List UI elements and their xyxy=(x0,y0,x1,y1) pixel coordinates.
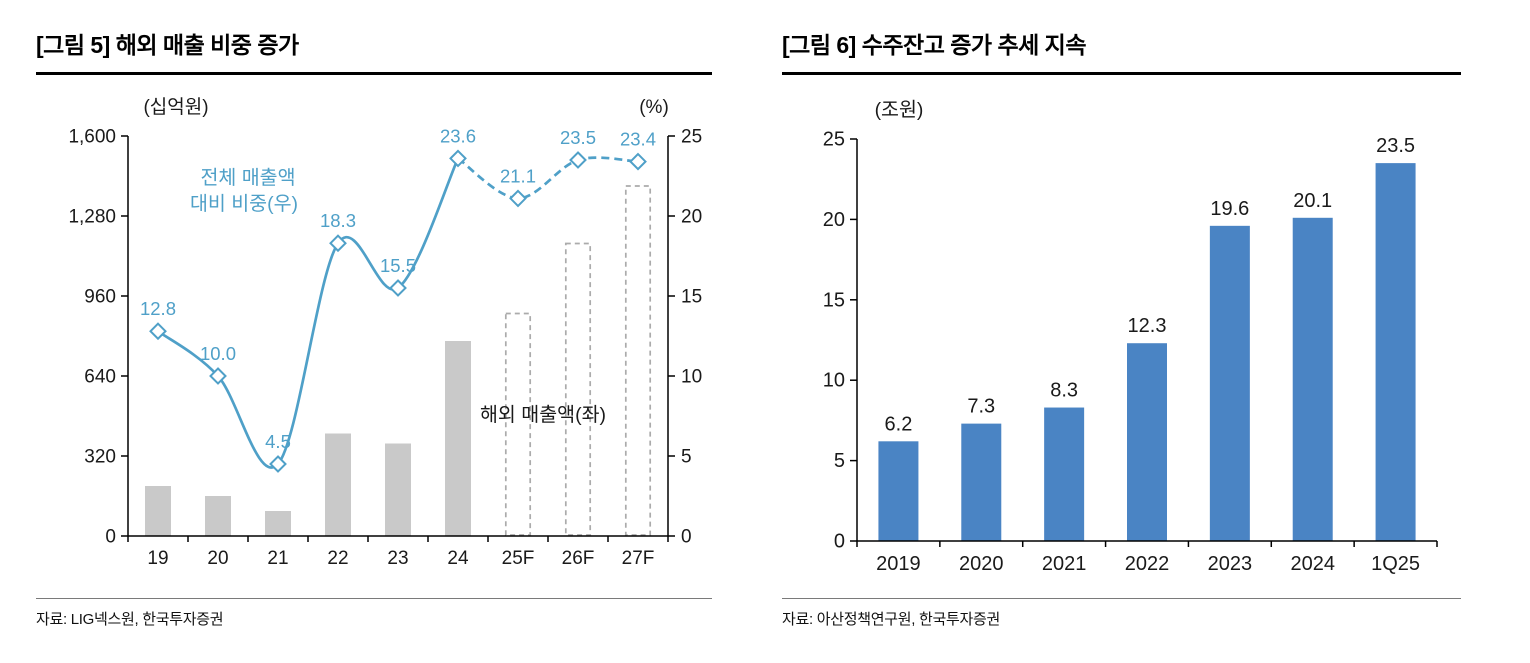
overseas-sales-bar-24 xyxy=(445,341,471,536)
ratio-data-label: 12.8 xyxy=(140,298,176,319)
right-axis-tick-label: 20 xyxy=(681,207,702,228)
diamond-marker-26F xyxy=(569,151,587,169)
bar-series-annotation: 해외 매출액(좌) xyxy=(480,404,606,426)
left-axis-unit-label: (십억원) xyxy=(143,96,208,118)
figure-6-title: [그림 6] 수주잔고 증가 추세 지속 xyxy=(782,26,1461,75)
ratio-data-label: 18.3 xyxy=(320,210,356,231)
ratio-data-label: 4.5 xyxy=(265,431,291,452)
x-axis-category-label: 25F xyxy=(502,548,535,569)
left-axis-tick-label: 320 xyxy=(84,447,116,468)
ratio-data-label: 21.1 xyxy=(500,165,536,186)
diamond-marker-22 xyxy=(329,234,347,253)
backlog-data-label: 12.3 xyxy=(1128,315,1167,337)
overseas-sales-bar-20 xyxy=(205,496,231,536)
backlog-data-label: 20.1 xyxy=(1293,190,1332,212)
x-axis-category-label: 21 xyxy=(267,548,288,569)
x-axis-category-label: 2021 xyxy=(1042,553,1087,575)
y-axis-tick-label: 10 xyxy=(823,370,845,392)
diamond-marker-27F xyxy=(629,152,647,171)
right-axis-tick-label: 10 xyxy=(681,367,702,388)
diamond-marker-23 xyxy=(389,279,407,297)
figure-5-source: 자료: LIG넥스원, 한국투자증권 xyxy=(36,611,224,628)
y-axis-tick-label: 20 xyxy=(823,209,845,231)
overseas-sales-forecast-bar-27F xyxy=(624,185,652,536)
diamond-marker-20 xyxy=(209,367,227,385)
figure-6: [그림 6] 수주잔고 증가 추세 지속 6.2 7.3 8.3 12.3 19.6 20… xyxy=(782,26,1461,629)
line-series-annotation-line1: 전체 매출액 xyxy=(200,167,295,189)
y-axis-unit-label: (조원) xyxy=(875,99,924,121)
left-axis-tick-label: 1,600 xyxy=(68,127,116,148)
x-axis-category-label: 2024 xyxy=(1290,553,1335,575)
ratio-data-label: 23.5 xyxy=(560,127,596,148)
backlog-bar-1Q25 xyxy=(1375,163,1416,541)
figure-5-combo-chart: 0 320 640 960 1,280 1,600 0 5 10 15 20 25 19 20 21 22 23… xyxy=(68,96,702,569)
x-axis-category-label: 19 xyxy=(147,548,168,569)
diamond-marker-24 xyxy=(449,149,467,168)
backlog-data-label: 8.3 xyxy=(1050,380,1078,402)
ratio-data-label: 23.4 xyxy=(620,129,656,150)
backlog-data-label: 23.5 xyxy=(1376,135,1415,157)
x-axis-category-label: 24 xyxy=(447,548,469,569)
ratio-data-label: 23.6 xyxy=(440,125,476,146)
right-axis-tick-label: 15 xyxy=(681,287,702,308)
x-axis-category-label: 23 xyxy=(387,548,408,569)
ratio-data-label: 15.5 xyxy=(380,255,416,276)
backlog-bar-2019 xyxy=(878,441,919,541)
backlog-bar-2022 xyxy=(1127,343,1167,541)
right-axis-tick-label: 5 xyxy=(681,447,692,468)
y-axis-tick-label: 5 xyxy=(834,450,845,472)
figure-5-title: [그림 5] 해외 매출 비중 증가 xyxy=(36,26,712,75)
y-axis-tick-label: 25 xyxy=(823,129,845,151)
ratio-line-forecast-dashed xyxy=(457,156,639,200)
overseas-sales-forecast-bar-25F xyxy=(504,312,532,536)
left-axis-tick-label: 640 xyxy=(84,367,116,388)
overseas-sales-bar-23 xyxy=(385,443,411,536)
x-axis-category-label: 27F xyxy=(622,548,655,569)
x-axis-category-label: 2022 xyxy=(1125,553,1170,575)
backlog-data-label: 19.6 xyxy=(1210,198,1249,220)
overseas-sales-bar-22 xyxy=(325,433,351,536)
backlog-bar-2020 xyxy=(961,423,1002,541)
figure-6-source: 자료: 아산정책연구원, 한국투자증권 xyxy=(782,611,1000,628)
y-axis-tick-label: 0 xyxy=(834,531,845,553)
diamond-marker-25F xyxy=(509,189,527,208)
x-axis-category-label: 2020 xyxy=(959,553,1004,575)
figure-5: [그림 5] 해외 매출 비중 증가 0 320 640 960 1,280 1,600 0… xyxy=(36,26,712,629)
right-axis-unit-label: (%) xyxy=(639,97,669,118)
x-axis-category-label: 2019 xyxy=(876,553,921,575)
x-axis-category-label: 1Q25 xyxy=(1371,553,1420,575)
diamond-marker-19 xyxy=(149,322,167,341)
right-axis-tick-label: 0 xyxy=(681,527,692,548)
ratio-data-label: 10.0 xyxy=(200,343,236,364)
left-axis-tick-label: 0 xyxy=(105,527,116,548)
y-axis-tick-label: 15 xyxy=(823,289,845,311)
backlog-data-label: 7.3 xyxy=(967,396,995,418)
x-axis-category-label: 26F xyxy=(562,548,595,569)
line-series-annotation-line2: 대비 비중(우) xyxy=(190,193,298,215)
overseas-sales-bar-19 xyxy=(145,486,171,536)
overseas-sales-bar-21 xyxy=(265,511,291,536)
figure-6-bar-chart: 6.2 7.3 8.3 12.3 19.6 20.1 23.5 0 5 10 15 20 25 2019 2… xyxy=(823,99,1438,575)
backlog-data-label: 6.2 xyxy=(885,413,913,435)
overseas-sales-forecast-bar-26F xyxy=(564,242,592,536)
left-axis-tick-label: 960 xyxy=(84,287,116,308)
x-axis-category-label: 22 xyxy=(327,548,348,569)
figure-5-divider xyxy=(36,598,712,599)
backlog-bar-2023 xyxy=(1209,225,1250,541)
backlog-bar-2021 xyxy=(1044,407,1085,541)
backlog-bar-2024 xyxy=(1292,217,1333,542)
left-axis-tick-label: 1,280 xyxy=(68,207,116,228)
right-axis-tick-label: 25 xyxy=(681,127,702,148)
x-axis-category-label: 2023 xyxy=(1208,553,1253,575)
diamond-marker-21 xyxy=(269,455,287,473)
figure-6-divider xyxy=(782,598,1461,599)
x-axis-category-label: 20 xyxy=(207,548,228,569)
